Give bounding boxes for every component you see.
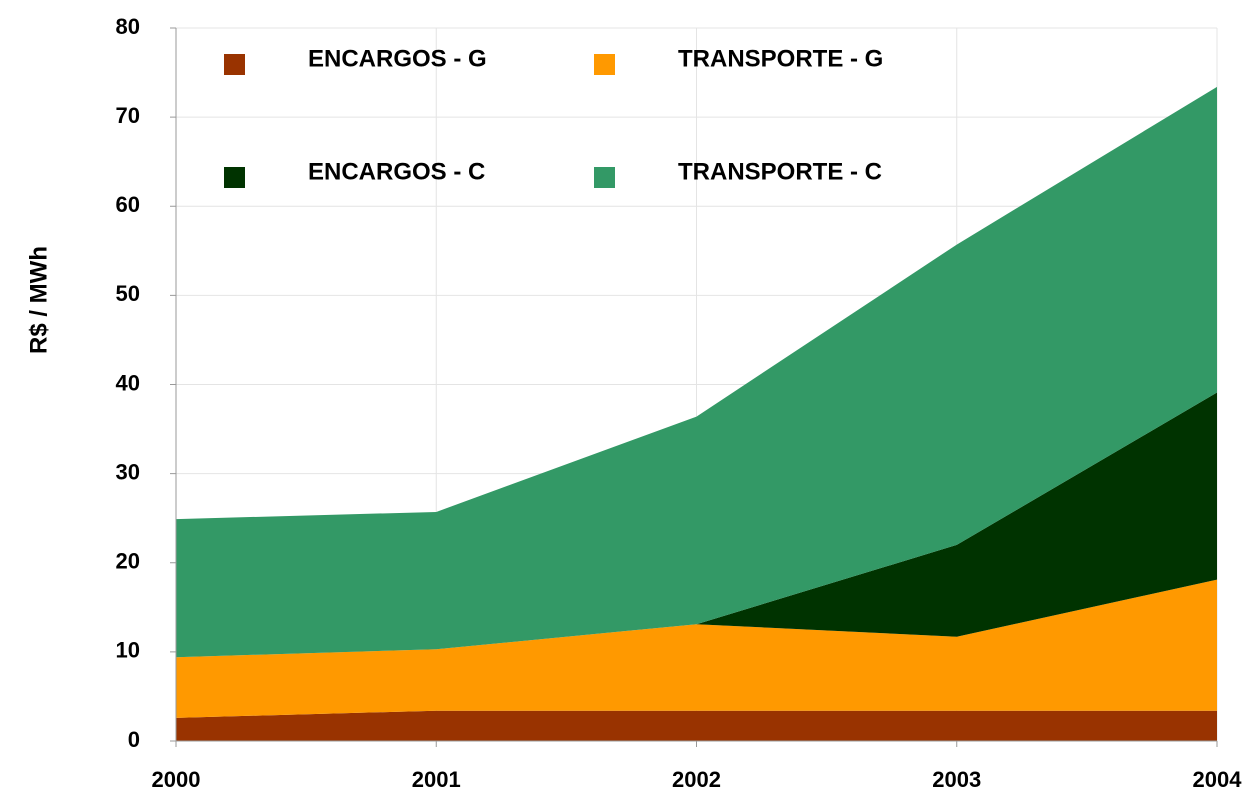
area bbox=[176, 392, 1217, 658]
legend-label: TRANSPORTE - G bbox=[678, 45, 883, 72]
y-tick-label: 10 bbox=[116, 638, 140, 663]
x-tick-label: 2000 bbox=[152, 767, 201, 792]
y-tick-label: 20 bbox=[116, 549, 140, 574]
area bbox=[176, 86, 1217, 658]
legend-marker bbox=[224, 167, 245, 188]
y-tick-label: 70 bbox=[116, 103, 140, 128]
area bbox=[176, 710, 1217, 741]
legend-marker bbox=[594, 167, 615, 188]
y-tick-label: 50 bbox=[116, 281, 140, 306]
y-tick-label: 40 bbox=[116, 370, 140, 395]
y-tick-label: 30 bbox=[116, 459, 140, 484]
legend-label: ENCARGOS - G bbox=[308, 45, 487, 72]
x-tick-label: 2002 bbox=[672, 767, 721, 792]
legend-marker bbox=[594, 54, 615, 75]
legend-label: TRANSPORTE - C bbox=[678, 158, 882, 185]
legend-marker bbox=[224, 54, 245, 75]
y-axis-label: R$ / MWh bbox=[25, 246, 52, 354]
x-tick-label: 2003 bbox=[932, 767, 981, 792]
x-tick-label: 2001 bbox=[412, 767, 461, 792]
legend-label: ENCARGOS - C bbox=[308, 158, 485, 185]
y-tick-label: 0 bbox=[128, 727, 140, 752]
area bbox=[176, 579, 1217, 718]
y-tick-label: 60 bbox=[116, 192, 140, 217]
x-tick-label: 2004 bbox=[1193, 767, 1243, 792]
y-tick-label: 80 bbox=[116, 14, 140, 39]
